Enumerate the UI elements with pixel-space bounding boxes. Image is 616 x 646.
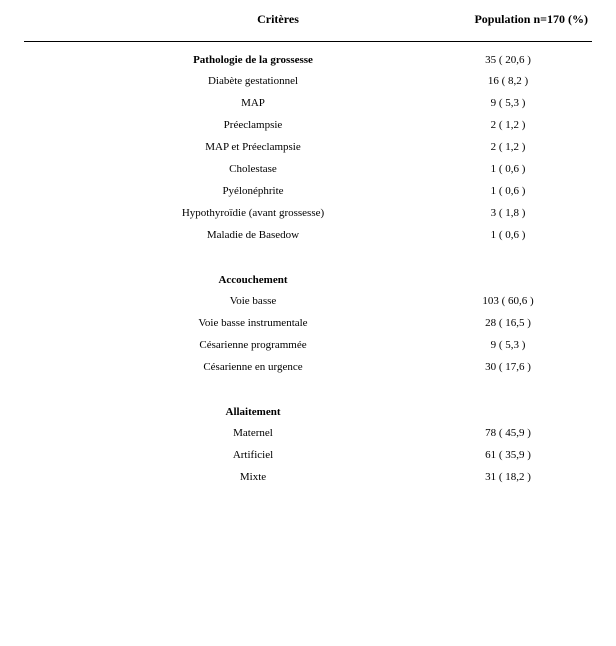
row-value: 2 ( 1,2 ) — [428, 119, 588, 131]
row-value: 28 ( 16,5 ) — [428, 317, 588, 329]
table-row: MAP et Préeclampsie 2 ( 1,2 ) — [24, 136, 592, 158]
row-label: Hypothyroïdie (avant grossesse) — [28, 207, 428, 219]
table-row: Diabète gestationnel 16 ( 8,2 ) — [24, 70, 592, 92]
table-row: Pyélonéphrite 1 ( 0,6 ) — [24, 180, 592, 202]
header-criteres: Critères — [28, 12, 418, 27]
row-value: 1 ( 0,6 ) — [428, 229, 588, 241]
section-title-row: Allaitement — [24, 400, 592, 422]
row-label: Maladie de Basedow — [28, 229, 428, 241]
table-row: Césarienne programmée 9 ( 5,3 ) — [24, 334, 592, 356]
row-label: Artificiel — [28, 449, 428, 461]
row-value: 2 ( 1,2 ) — [428, 141, 588, 153]
row-value: 9 ( 5,3 ) — [428, 339, 588, 351]
row-label: Préeclampsie — [28, 119, 428, 131]
row-value: 31 ( 18,2 ) — [428, 471, 588, 483]
table-container: Critères Population n=170 (%) Pathologie… — [0, 0, 616, 508]
row-value: 103 ( 60,6 ) — [428, 295, 588, 307]
table-row: Maternel 78 ( 45,9 ) — [24, 422, 592, 444]
section-title: Pathologie de la grossesse — [28, 54, 428, 66]
section-gap — [24, 378, 592, 400]
row-value: 78 ( 45,9 ) — [428, 427, 588, 439]
table-row: Hypothyroïdie (avant grossesse) 3 ( 1,8 … — [24, 202, 592, 224]
table-row: Préeclampsie 2 ( 1,2 ) — [24, 114, 592, 136]
table-row: Cholestase 1 ( 0,6 ) — [24, 158, 592, 180]
table-row: Césarienne en urgence 30 ( 17,6 ) — [24, 356, 592, 378]
table-header-row: Critères Population n=170 (%) — [24, 12, 592, 42]
section-title-row: Accouchement — [24, 268, 592, 290]
row-value: 30 ( 17,6 ) — [428, 361, 588, 373]
row-label: Maternel — [28, 427, 428, 439]
row-value: 1 ( 0,6 ) — [428, 163, 588, 175]
row-label: MAP — [28, 97, 428, 109]
row-label: Césarienne programmée — [28, 339, 428, 351]
table-row: Voie basse 103 ( 60,6 ) — [24, 290, 592, 312]
row-label: Voie basse — [28, 295, 428, 307]
row-label: MAP et Préeclampsie — [28, 141, 428, 153]
row-value: 3 ( 1,8 ) — [428, 207, 588, 219]
table-row: MAP 9 ( 5,3 ) — [24, 92, 592, 114]
section-gap — [24, 246, 592, 268]
row-label: Diabète gestationnel — [28, 75, 428, 87]
row-label: Mixte — [28, 471, 428, 483]
row-value: 16 ( 8,2 ) — [428, 75, 588, 87]
row-label: Pyélonéphrite — [28, 185, 428, 197]
row-label: Césarienne en urgence — [28, 361, 428, 373]
section-title-row: Pathologie de la grossesse 35 ( 20,6 ) — [24, 48, 592, 70]
table-row: Artificiel 61 ( 35,9 ) — [24, 444, 592, 466]
row-value: 9 ( 5,3 ) — [428, 97, 588, 109]
row-label: Cholestase — [28, 163, 428, 175]
section-title: Allaitement — [28, 406, 428, 418]
header-population: Population n=170 (%) — [418, 12, 588, 27]
table-row: Maladie de Basedow 1 ( 0,6 ) — [24, 224, 592, 246]
table-row: Mixte 31 ( 18,2 ) — [24, 466, 592, 488]
table-row: Voie basse instrumentale 28 ( 16,5 ) — [24, 312, 592, 334]
section-title-value: 35 ( 20,6 ) — [428, 54, 588, 66]
row-label: Voie basse instrumentale — [28, 317, 428, 329]
section-title: Accouchement — [28, 274, 428, 286]
row-value: 61 ( 35,9 ) — [428, 449, 588, 461]
row-value: 1 ( 0,6 ) — [428, 185, 588, 197]
